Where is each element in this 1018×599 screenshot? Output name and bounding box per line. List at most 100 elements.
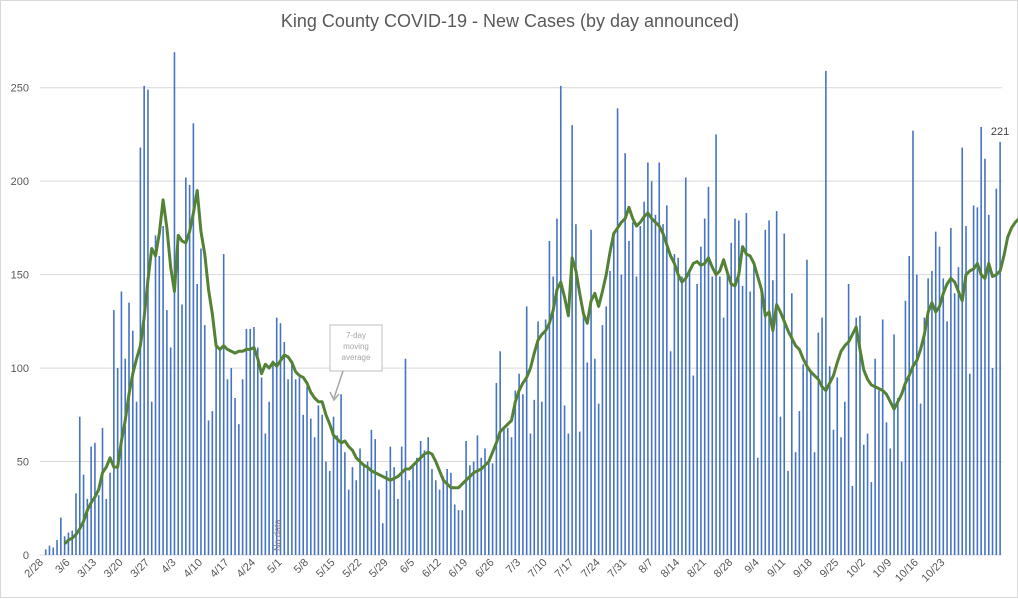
bar: [67, 532, 70, 555]
bar: [582, 312, 585, 555]
bar: [82, 474, 85, 555]
bar: [878, 390, 880, 555]
x-tick-label: 7/3: [504, 557, 523, 576]
bar: [912, 130, 914, 555]
bar: [874, 358, 876, 555]
bar: [817, 332, 820, 555]
bar: [734, 218, 736, 555]
bar: [669, 351, 672, 555]
bar: [510, 437, 513, 555]
bar: [275, 317, 278, 555]
bar: [836, 377, 839, 555]
bar: [207, 420, 210, 555]
bar: [302, 414, 305, 555]
bar: [340, 394, 342, 555]
bar: [597, 403, 600, 555]
bar: [166, 310, 168, 555]
bar: [851, 485, 854, 555]
bar: [897, 398, 899, 555]
bar: [132, 330, 134, 555]
bar: [499, 351, 501, 555]
bar: [313, 437, 316, 555]
x-tick-label: 4/10: [181, 557, 205, 581]
bar: [185, 177, 187, 555]
bar: [245, 328, 248, 555]
bar: [226, 379, 229, 555]
no-data-label: No data: [273, 519, 283, 551]
bar: [813, 452, 816, 555]
x-tick-label: 6/26: [473, 557, 497, 581]
bar: [881, 319, 884, 555]
bar-series: [44, 52, 1001, 556]
x-tick-label: 3/27: [128, 557, 152, 581]
bar: [537, 321, 539, 555]
bar: [737, 220, 740, 555]
bar: [472, 461, 475, 555]
x-tick-label: 3/20: [102, 557, 126, 581]
bar: [488, 461, 490, 555]
bar: [775, 211, 778, 555]
bar: [753, 261, 755, 555]
x-tick-label: 8/7: [636, 557, 655, 576]
bar: [427, 437, 429, 555]
bar: [71, 530, 73, 555]
bar: [101, 427, 104, 555]
bar: [791, 293, 793, 555]
bar: [177, 248, 180, 555]
bar: [192, 123, 195, 556]
bar: [416, 457, 418, 555]
bar: [681, 276, 683, 555]
moving-average-series: [63, 189, 1018, 545]
bar: [862, 444, 865, 555]
bar: [321, 414, 323, 555]
bar: [950, 227, 952, 555]
bar: [506, 427, 509, 555]
moving-average-line: [63, 189, 1018, 545]
bar: [135, 401, 138, 555]
bar: [238, 424, 240, 555]
bar: [450, 472, 452, 555]
x-tick-label: 5/29: [367, 557, 391, 581]
bar: [923, 317, 926, 555]
x-tick-label: 10/9: [871, 557, 895, 581]
bar: [442, 476, 445, 555]
x-tick-label: 9/25: [818, 557, 842, 581]
bar: [154, 235, 157, 555]
bar: [78, 416, 81, 555]
bar: [434, 480, 437, 555]
bar: [969, 373, 971, 555]
bar: [215, 341, 217, 555]
bar: [272, 360, 274, 555]
bar: [647, 162, 649, 556]
bar: [703, 218, 706, 555]
bar: [397, 498, 399, 555]
bar: [44, 549, 47, 555]
bar: [404, 358, 407, 555]
bar: [465, 440, 467, 555]
bar: [234, 398, 236, 555]
bar: [931, 270, 933, 555]
y-axis-ticks: 0 50 100 150 200 250: [11, 83, 29, 562]
bar: [336, 435, 339, 555]
callout-text: moving: [343, 342, 369, 351]
bar: [578, 431, 581, 555]
gridlines: [40, 87, 1002, 556]
bar: [972, 205, 975, 556]
y-tick-label: 150: [11, 270, 29, 282]
bar: [662, 224, 664, 556]
bar: [533, 399, 536, 555]
bar: [219, 347, 221, 555]
bar: [711, 276, 714, 555]
bar: [844, 401, 846, 555]
x-tick-label: 4/24: [234, 557, 258, 581]
bar: [495, 383, 498, 555]
bar: [957, 267, 960, 555]
bar: [453, 504, 456, 555]
bar: [298, 377, 301, 555]
bar: [97, 495, 100, 555]
bar: [518, 373, 520, 555]
bar: [915, 274, 918, 555]
bar: [798, 411, 801, 555]
bar: [650, 181, 653, 555]
bar: [764, 229, 767, 555]
